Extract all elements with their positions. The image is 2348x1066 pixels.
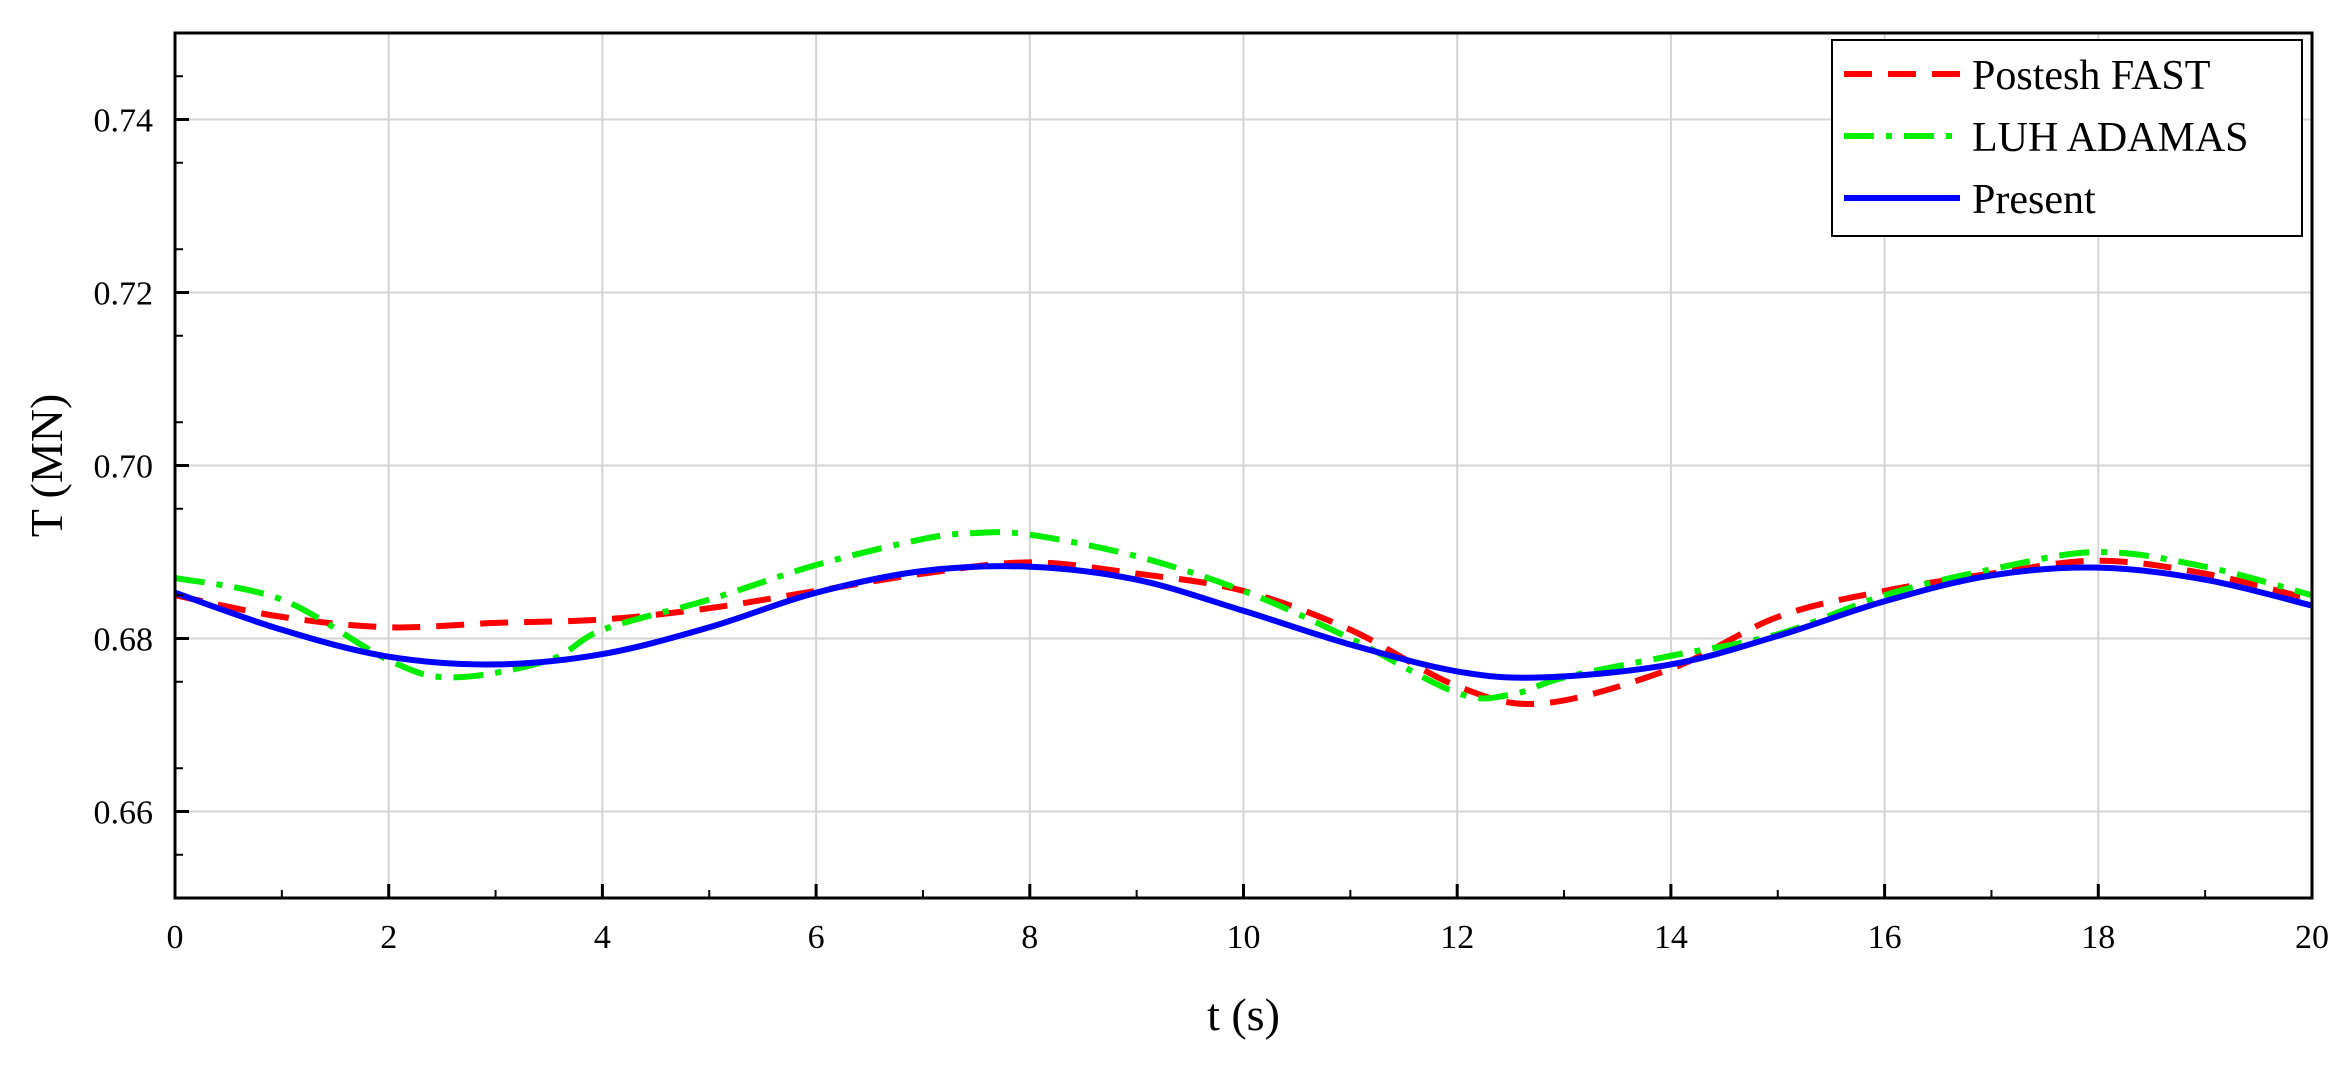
legend: Postesh FAST LUH ADAMAS Present <box>1831 39 2303 237</box>
series-lines <box>174 529 2313 707</box>
axis-ticks <box>173 75 2314 898</box>
y-tick-label: 0.68 <box>94 622 154 659</box>
tick-labels: 0 2 4 6 8 10 12 14 16 18 20 0.66 0.68 0.70 0.72 0.74 <box>94 103 2330 957</box>
x-tick-label: 6 <box>808 919 825 956</box>
x-tick-label: 14 <box>1654 919 1688 956</box>
x-tick-label: 12 <box>1440 919 1474 956</box>
x-tick-label: 16 <box>1868 919 1902 956</box>
series-line-2 <box>174 563 2313 681</box>
x-tick-label: 10 <box>1227 919 1261 956</box>
y-tick-label: 0.66 <box>94 795 154 832</box>
x-tick-label: 4 <box>594 919 611 956</box>
x-tick-label: 20 <box>2295 919 2329 956</box>
y-tick-label: 0.72 <box>94 276 154 313</box>
y-tick-label: 0.70 <box>94 449 154 486</box>
y-tick-label: 0.74 <box>94 103 154 140</box>
x-tick-label: 8 <box>1021 919 1038 956</box>
legend-label-2: Present <box>1972 177 2096 223</box>
legend-label-0: Postesh FAST <box>1972 53 2210 99</box>
y-axis-title: T (MN) <box>21 394 72 538</box>
x-tick-label: 2 <box>380 919 397 956</box>
x-tick-label: 18 <box>2081 919 2115 956</box>
x-axis-title: t (s) <box>1207 989 1280 1040</box>
series-line-0 <box>174 557 2313 707</box>
legend-label-1: LUH ADAMAS <box>1972 115 2249 161</box>
x-tick-label: 0 <box>167 919 184 956</box>
